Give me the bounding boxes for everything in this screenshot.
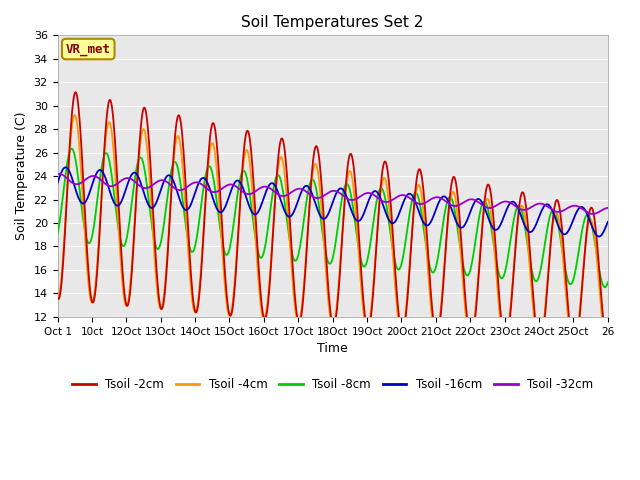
X-axis label: Time: Time	[317, 342, 348, 355]
Legend: Tsoil -2cm, Tsoil -4cm, Tsoil -8cm, Tsoil -16cm, Tsoil -32cm: Tsoil -2cm, Tsoil -4cm, Tsoil -8cm, Tsoi…	[67, 373, 598, 396]
Text: VR_met: VR_met	[66, 43, 111, 56]
Y-axis label: Soil Temperature (C): Soil Temperature (C)	[15, 112, 28, 240]
Title: Soil Temperatures Set 2: Soil Temperatures Set 2	[241, 15, 424, 30]
